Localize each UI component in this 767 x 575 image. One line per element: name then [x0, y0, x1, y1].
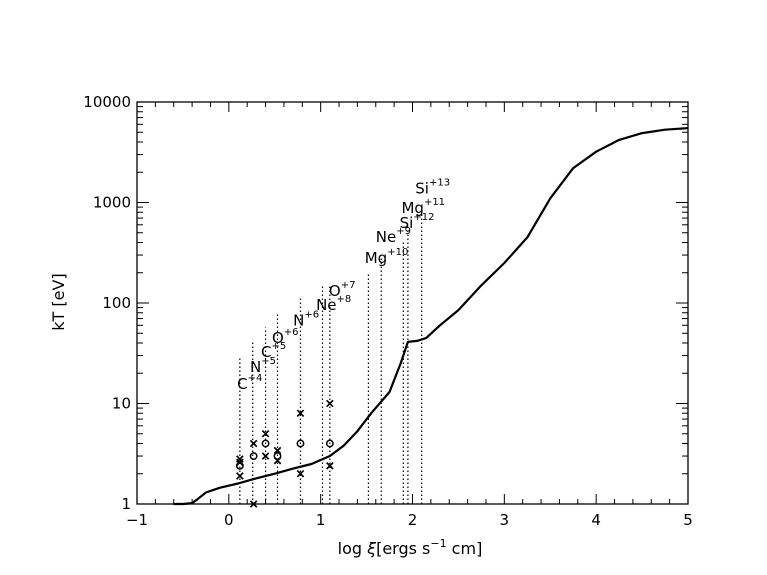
marker-x-stroke: [236, 472, 244, 480]
y-tick-label: 100: [102, 294, 131, 312]
marker-x-stroke: [296, 469, 305, 478]
ion-label: Si+13: [415, 177, 450, 197]
ion-label: Mg+11: [401, 197, 445, 217]
marker-o: [249, 452, 258, 460]
series-line: [173, 127, 689, 506]
marker-x: [326, 461, 334, 470]
marker-o: [325, 439, 334, 448]
marker-x: [236, 455, 244, 463]
x-tick-label: 1: [316, 511, 326, 529]
marker-x-stroke: [249, 439, 258, 448]
ion-label: C+4: [237, 373, 262, 393]
ion-label: O+7: [329, 280, 356, 300]
y-tick-label: 1: [121, 495, 131, 513]
marker-x-stroke: [261, 452, 270, 460]
y-tick-label: 10000: [83, 93, 131, 111]
marker-x-stroke: [236, 455, 244, 463]
ion-label: Mg+10: [365, 247, 409, 267]
marker-x: [249, 500, 258, 508]
marker-x-stroke: [326, 399, 334, 408]
marker-x: [249, 439, 258, 448]
x-tick-label: 5: [683, 511, 693, 529]
y-tick-label: 10: [112, 395, 131, 413]
marker-x-stroke: [249, 500, 258, 508]
x-tick-label: −1: [126, 511, 148, 529]
x-tick-label: 2: [408, 511, 418, 529]
y-tick-label: 1000: [93, 194, 131, 212]
x-tick-label: 3: [500, 511, 510, 529]
marker-x-stroke: [273, 446, 282, 455]
plot-area: −1 0 1 2 3 4 5110100100010000C+4N+5C+5O+6N+6Ne…: [83, 93, 692, 529]
marker-x: [296, 409, 305, 418]
ion-label: O+6: [272, 327, 299, 347]
marker-x: [296, 469, 305, 478]
ion-label: N+6: [293, 309, 319, 329]
ion-label: Ne+8: [316, 294, 351, 314]
marker-x: [326, 399, 334, 408]
marker-x-stroke: [326, 461, 334, 470]
marker-o: [261, 439, 270, 448]
marker-o: [273, 452, 282, 460]
x-tick-label: 4: [591, 511, 601, 529]
marker-x-stroke: [261, 429, 270, 438]
marker-x: [261, 452, 270, 460]
ion-label: Ne+9: [376, 226, 411, 246]
marker-x: [273, 446, 282, 455]
ion-label: N+5: [250, 356, 276, 376]
plot-frame: [136, 101, 689, 505]
ion-label: Si+12: [400, 212, 435, 232]
marker-x: [236, 472, 244, 480]
marker-o: [235, 461, 244, 470]
y-axis-label: kT [eV]: [49, 273, 68, 330]
marker-x-stroke: [296, 409, 305, 418]
marker-x: [261, 429, 270, 438]
x-tick-label: 0: [224, 511, 234, 529]
marker-o: [296, 439, 305, 448]
ion-label: C+5: [261, 341, 286, 361]
x-axis-label: log ξ[ergs s−1 cm]: [338, 537, 483, 558]
